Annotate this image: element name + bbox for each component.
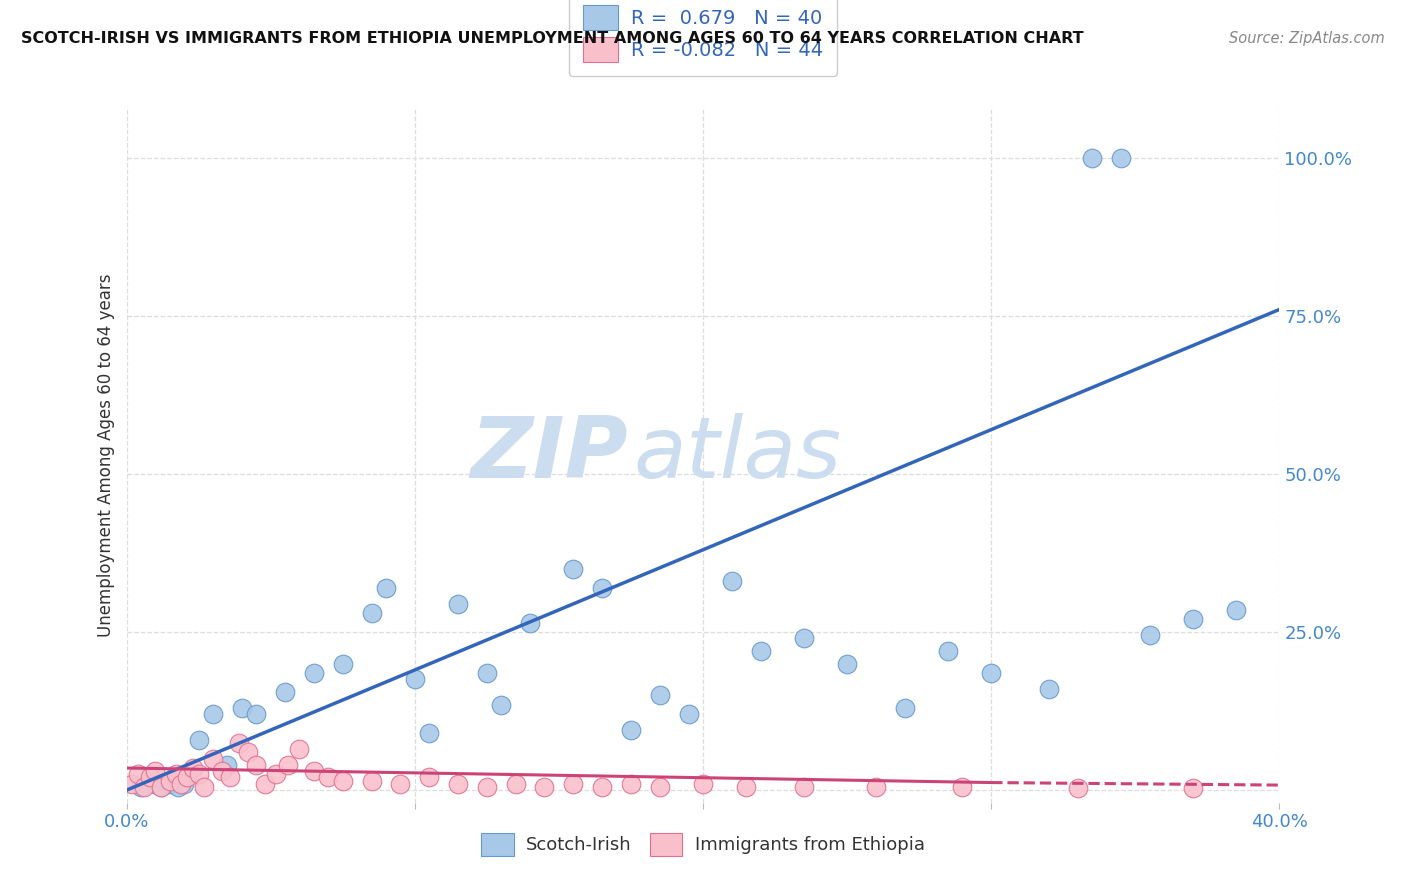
Point xyxy=(475,666,498,681)
Point xyxy=(533,780,555,794)
Point xyxy=(692,777,714,791)
Point xyxy=(447,597,470,611)
Point xyxy=(219,771,242,785)
Point xyxy=(793,780,815,794)
Point xyxy=(418,771,440,785)
Point xyxy=(170,777,193,791)
Point xyxy=(865,780,887,794)
Point xyxy=(591,780,613,794)
Text: ZIP: ZIP xyxy=(471,413,628,497)
Point xyxy=(648,688,671,702)
Point xyxy=(181,761,204,775)
Point xyxy=(288,742,311,756)
Point xyxy=(150,780,173,794)
Point xyxy=(1181,612,1204,626)
Point xyxy=(620,777,643,791)
Point xyxy=(159,773,181,788)
Point xyxy=(894,701,917,715)
Point xyxy=(173,777,195,791)
Point xyxy=(121,777,143,791)
Point xyxy=(491,698,513,712)
Point xyxy=(1109,151,1132,165)
Point xyxy=(620,723,643,737)
Point xyxy=(562,562,585,576)
Point xyxy=(165,767,187,781)
Point xyxy=(217,757,239,772)
Text: atlas: atlas xyxy=(634,413,842,497)
Point xyxy=(138,771,160,785)
Point xyxy=(980,666,1002,681)
Point xyxy=(176,771,198,785)
Point xyxy=(475,780,498,794)
Point xyxy=(1067,781,1090,796)
Point xyxy=(519,615,541,630)
Point xyxy=(404,673,426,687)
Point xyxy=(720,574,742,589)
Point xyxy=(236,745,259,759)
Legend: Scotch-Irish, Immigrants from Ethiopia: Scotch-Irish, Immigrants from Ethiopia xyxy=(474,826,932,863)
Point xyxy=(302,666,325,681)
Point xyxy=(302,764,325,779)
Point xyxy=(749,644,772,658)
Point xyxy=(187,767,209,781)
Point xyxy=(277,757,299,772)
Point xyxy=(793,632,815,646)
Point xyxy=(187,732,209,747)
Point xyxy=(318,771,340,785)
Point xyxy=(735,780,758,794)
Point xyxy=(202,751,225,765)
Text: Source: ZipAtlas.com: Source: ZipAtlas.com xyxy=(1229,31,1385,46)
Point xyxy=(1225,603,1247,617)
Point xyxy=(274,685,297,699)
Point xyxy=(1081,151,1104,165)
Point xyxy=(150,780,173,794)
Point xyxy=(202,707,225,722)
Point xyxy=(332,773,354,788)
Point xyxy=(211,764,233,779)
Point xyxy=(127,767,149,781)
Point xyxy=(145,764,166,779)
Point xyxy=(360,606,382,620)
Point xyxy=(253,777,276,791)
Point xyxy=(1139,628,1161,642)
Point xyxy=(132,780,155,794)
Point xyxy=(129,780,152,794)
Point xyxy=(245,707,267,722)
Point xyxy=(936,644,959,658)
Point xyxy=(835,657,858,671)
Point xyxy=(418,726,440,740)
Point xyxy=(1038,681,1060,696)
Point xyxy=(360,773,382,788)
Y-axis label: Unemployment Among Ages 60 to 64 years: Unemployment Among Ages 60 to 64 years xyxy=(97,273,115,637)
Point xyxy=(505,777,527,791)
Point xyxy=(648,780,671,794)
Point xyxy=(159,777,181,791)
Point xyxy=(374,581,398,595)
Point xyxy=(389,777,412,791)
Point xyxy=(950,780,973,794)
Point xyxy=(678,707,700,722)
Point xyxy=(245,757,267,772)
Point xyxy=(591,581,613,595)
Point xyxy=(145,777,166,791)
Point xyxy=(266,767,288,781)
Text: SCOTCH-IRISH VS IMMIGRANTS FROM ETHIOPIA UNEMPLOYMENT AMONG AGES 60 TO 64 YEARS : SCOTCH-IRISH VS IMMIGRANTS FROM ETHIOPIA… xyxy=(21,31,1084,46)
Point xyxy=(193,780,215,794)
Point xyxy=(447,777,470,791)
Point xyxy=(562,777,585,791)
Point xyxy=(332,657,354,671)
Point xyxy=(231,701,253,715)
Point xyxy=(1181,781,1204,796)
Point xyxy=(167,780,190,794)
Point xyxy=(228,736,250,750)
